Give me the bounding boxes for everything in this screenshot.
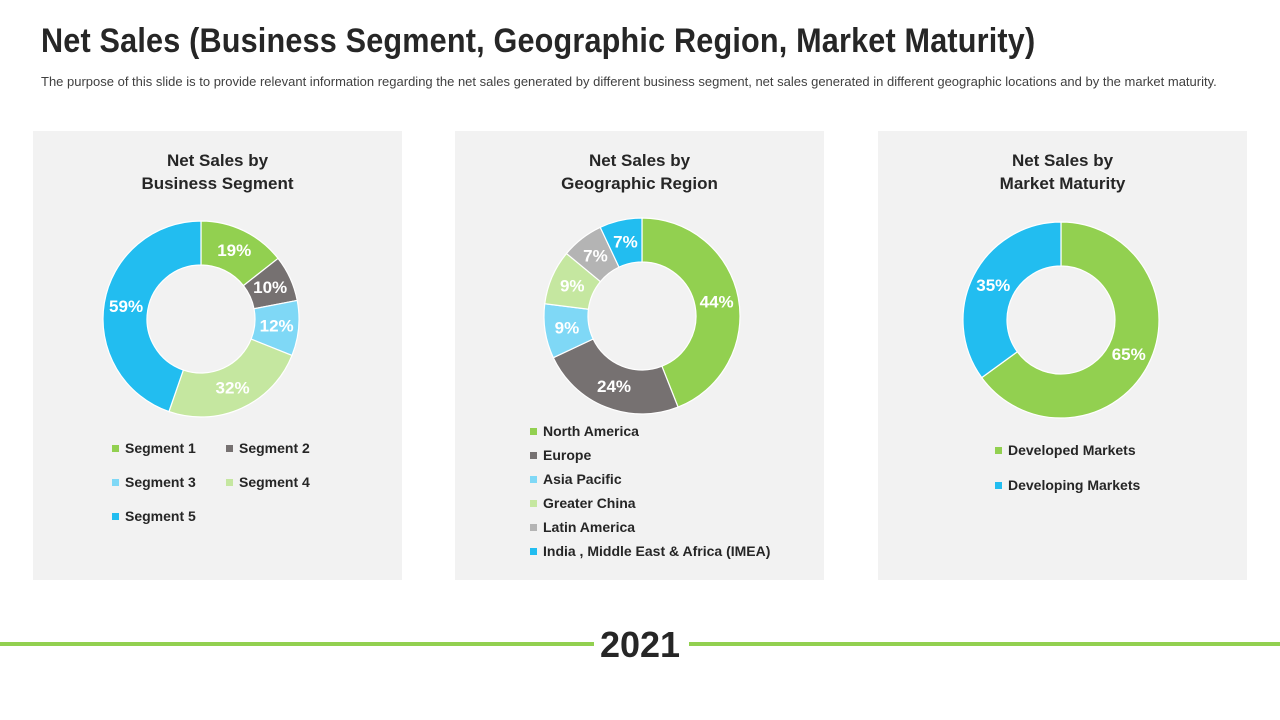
data-label-developing-markets: 35%	[976, 276, 1010, 295]
data-label-segment-4: 32%	[216, 379, 250, 398]
donut-slice-developing-markets	[962, 221, 1062, 379]
legend-label: Developing Markets	[1008, 477, 1141, 493]
legend-swatch	[112, 444, 119, 452]
data-label-north-america: 44%	[700, 292, 734, 311]
chart-panel-market-maturity: Net Sales by Market Maturity 65% 35% Deve…	[878, 131, 1247, 580]
legend-item-segment-1: Segment 1	[112, 440, 226, 456]
legend-label: Europe	[543, 447, 592, 463]
legend-swatch	[530, 427, 537, 435]
data-label-segment-2: 10%	[253, 278, 287, 297]
data-label-greater-china: 9%	[560, 276, 585, 295]
legend-item-segment-3: Segment 3	[112, 474, 226, 490]
footer-year: 2021	[599, 624, 681, 665]
legend-item-developed-markets: Developed Markets	[995, 442, 1140, 458]
legend-label: Latin America	[543, 519, 636, 535]
legend-label: Segment 3	[125, 474, 196, 490]
legend-label: India , Middle East & Africa (IMEA)	[543, 543, 771, 559]
legend-swatch	[530, 499, 537, 507]
legend-item-europe: Europe	[530, 447, 770, 463]
legend-label: North America	[543, 423, 639, 439]
legend-label: Asia Pacific	[543, 471, 622, 487]
chart-title-line-2: Business Segment	[141, 174, 294, 193]
data-label-asia-pacific: 9%	[555, 318, 580, 337]
data-label-india-middle-east-africa-imea: 7%	[613, 232, 638, 251]
chart-title: Net Sales by Business Segment	[33, 149, 402, 195]
donut-slice-segment-5	[102, 220, 202, 413]
chart-title: Net Sales by Market Maturity	[878, 149, 1247, 195]
chart-legend: Segment 1 Segment 2 Segment 3 Segment 4 …	[112, 440, 336, 524]
geographic-region-donut-chart: 44% 24% 9% 9% 7% 7%	[543, 217, 741, 415]
legend-item-north-america: North America	[530, 423, 770, 439]
legend-item-imea: India , Middle East & Africa (IMEA)	[530, 543, 770, 559]
page-title: Net Sales (Business Segment, Geographic …	[41, 22, 1036, 60]
chart-title-line-2: Geographic Region	[561, 174, 718, 193]
legend-swatch	[112, 478, 119, 486]
legend-swatch	[530, 547, 537, 555]
legend-item-latin-america: Latin America	[530, 519, 770, 535]
chart-title-line-1: Net Sales by	[588, 151, 691, 170]
legend-swatch	[530, 451, 537, 459]
chart-legend: Developed Markets Developing Markets	[995, 442, 1140, 512]
legend-label: Segment 4	[239, 474, 310, 490]
chart-legend: North America Europe Asia Pacific Greate…	[530, 423, 770, 567]
data-label-segment-3: 12%	[260, 317, 294, 336]
legend-label: Developed Markets	[1008, 442, 1136, 458]
legend-item-segment-5: Segment 5	[112, 508, 226, 524]
legend-item-segment-4: Segment 4	[226, 474, 336, 490]
legend-swatch	[995, 446, 1002, 454]
donut-slice-segment-4	[168, 338, 293, 418]
legend-label: Segment 1	[125, 440, 196, 456]
legend-item-segment-2: Segment 2	[226, 440, 336, 456]
data-label-europe: 24%	[597, 377, 631, 396]
page-subtitle: The purpose of this slide is to provide …	[41, 74, 1217, 89]
legend-swatch	[112, 512, 119, 520]
legend-swatch	[995, 481, 1002, 489]
data-label-developed-markets: 65%	[1112, 345, 1146, 364]
legend-item-asia-pacific: Asia Pacific	[530, 471, 770, 487]
legend-label: Greater China	[543, 495, 636, 511]
chart-panel-business-segment: Net Sales by Business Segment 19% 10% 12% 3…	[33, 131, 402, 580]
business-segment-donut-chart: 19%10% 12% 32% 59%	[102, 220, 300, 418]
chart-title-line-1: Net Sales by	[166, 151, 269, 170]
legend-swatch	[226, 444, 233, 452]
legend-item-greater-china: Greater China	[530, 495, 770, 511]
legend-swatch	[530, 475, 537, 483]
chart-title-line-2: Market Maturity	[999, 174, 1126, 193]
legend-item-developing-markets: Developing Markets	[995, 477, 1140, 493]
data-label-latin-america: 7%	[583, 246, 608, 265]
chart-title-line-1: Net Sales by	[1011, 151, 1114, 170]
market-maturity-donut-chart: 65% 35%	[962, 221, 1160, 419]
chart-panel-geographic-region: Net Sales by Geographic Region 44% 24% 9% 9…	[455, 131, 824, 580]
donut-slice-india-middle-east-africa-imea	[599, 217, 643, 268]
footer-divider-right	[689, 642, 1280, 646]
legend-label: Segment 2	[239, 440, 310, 456]
footer-divider-left	[0, 642, 594, 646]
legend-swatch	[226, 478, 233, 486]
chart-title: Net Sales by Geographic Region	[455, 149, 824, 195]
legend-label: Segment 5	[125, 508, 196, 524]
data-label-segment-1: 19%	[217, 241, 251, 260]
donut-slice-north-america	[641, 217, 741, 408]
legend-swatch	[530, 523, 537, 531]
donut-slice-developed-markets	[980, 221, 1160, 419]
data-label-segment-5: 59%	[109, 297, 143, 316]
